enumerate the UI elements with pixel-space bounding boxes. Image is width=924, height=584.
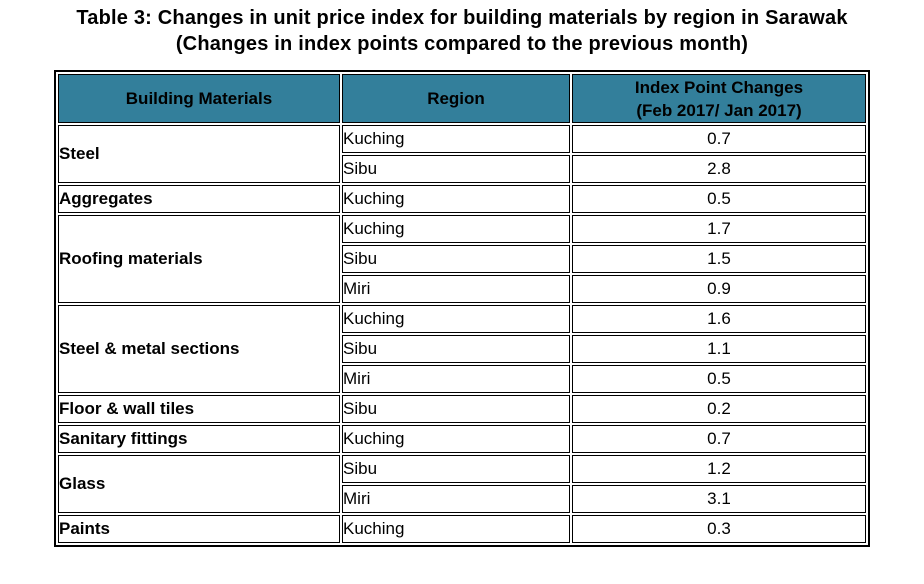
index-value-cell: 0.7 <box>572 125 866 153</box>
table-row: Sibu 2.8 <box>58 155 866 183</box>
table-body: Steel Kuching 0.7 Sibu 2.8 Aggregates Kuching 0… <box>58 125 866 543</box>
material-cell: Sanitary fittings <box>58 425 340 453</box>
col-header-index-point-changes: Index Point Changes (Feb 2017/ Jan 2017) <box>572 74 866 123</box>
table-row: Glass Sibu 1.2 <box>58 455 866 513</box>
region-cell: Miri <box>342 365 570 393</box>
table-row: Roofing materials Kuching 1.7 <box>58 215 866 303</box>
region-cell: Sibu <box>342 155 570 183</box>
table-title-line2: (Changes in index points compared to the… <box>175 33 749 55</box>
region-cell: Miri <box>342 485 570 513</box>
region-cell: Kuching <box>342 125 570 153</box>
table-row: Steel & metal sections Kuching 1.6 <box>58 305 866 393</box>
index-value-cell: 1.1 <box>572 335 866 363</box>
table-row: Miri 0.9 <box>58 275 866 303</box>
region-cell: Kuching <box>342 305 570 333</box>
col-header-region: Region <box>342 74 570 123</box>
material-cell: Aggregates <box>58 185 340 213</box>
material-cell: Floor & wall tiles <box>58 395 340 423</box>
table-row: Miri 3.1 <box>58 485 866 513</box>
material-cell: Steel <box>58 125 340 183</box>
table-row: Sibu 1.5 <box>58 245 866 273</box>
region-cell: Kuching <box>342 425 570 453</box>
header-row: Building Materials Region Index Point Ch… <box>58 74 866 123</box>
index-value-cell: 1.6 <box>572 305 866 333</box>
region-cell: Kuching <box>342 515 570 543</box>
material-cell: Roofing materials <box>58 215 340 303</box>
index-value-cell: 1.7 <box>572 215 866 243</box>
table-title-line1: Table 3: Changes in unit price index for… <box>76 7 848 29</box>
index-value-cell: 3.1 <box>572 485 866 513</box>
region-cell: Kuching <box>342 215 570 243</box>
table-row: Floor & wall tiles Sibu 0.2 <box>58 395 866 423</box>
material-cell: Glass <box>58 455 340 513</box>
region-cell: Miri <box>342 275 570 303</box>
table-row: Aggregates Kuching 0.5 <box>58 185 866 213</box>
table-row: Miri 0.5 <box>58 365 866 393</box>
region-cell: Kuching <box>342 185 570 213</box>
table-row: Steel Kuching 0.7 <box>58 125 866 183</box>
material-cell: Steel & metal sections <box>58 305 340 393</box>
region-cell: Sibu <box>342 335 570 363</box>
index-value-cell: 0.2 <box>572 395 866 423</box>
index-value-cell: 0.9 <box>572 275 866 303</box>
index-value-cell: 1.5 <box>572 245 866 273</box>
table-row: Sanitary fittings Kuching 0.7 <box>58 425 866 453</box>
index-value-cell: 1.2 <box>572 455 866 483</box>
table-title: Table 3: Changes in unit price index for… <box>0 0 924 57</box>
col-header-index-line2: (Feb 2017/ Jan 2017) <box>636 100 802 120</box>
index-value-cell: 2.8 <box>572 155 866 183</box>
price-index-table: Building Materials Region Index Point Ch… <box>54 70 870 547</box>
material-cell: Paints <box>58 515 340 543</box>
col-header-building-materials: Building Materials <box>58 74 340 123</box>
table-row: Paints Kuching 0.3 <box>58 515 866 543</box>
col-header-index-line1: Index Point Changes <box>634 77 804 97</box>
region-cell: Sibu <box>342 395 570 423</box>
region-cell: Sibu <box>342 455 570 483</box>
index-value-cell: 0.7 <box>572 425 866 453</box>
index-value-cell: 0.5 <box>572 365 866 393</box>
region-cell: Sibu <box>342 245 570 273</box>
table-row: Sibu 1.1 <box>58 335 866 363</box>
index-value-cell: 0.3 <box>572 515 866 543</box>
index-value-cell: 0.5 <box>572 185 866 213</box>
